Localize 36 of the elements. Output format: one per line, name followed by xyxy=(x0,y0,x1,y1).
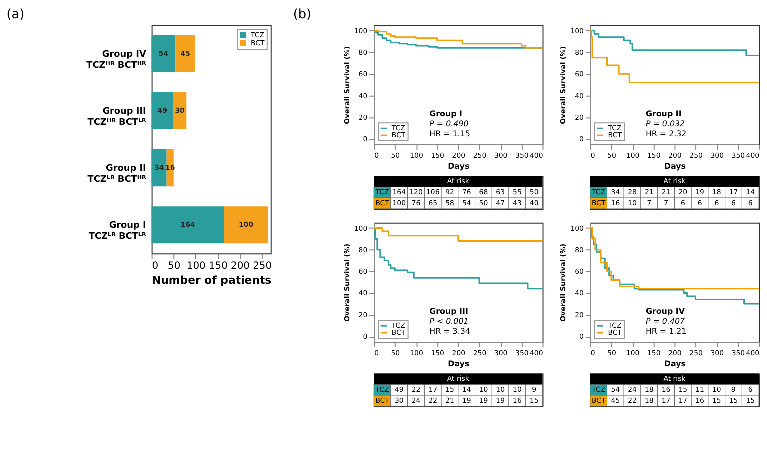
bar xyxy=(152,206,224,244)
annotation: Group III xyxy=(430,307,468,316)
bar xyxy=(152,35,176,72)
annotation: P = 0.032 xyxy=(646,120,686,129)
x-axis-title: Days xyxy=(664,162,686,171)
bar xyxy=(224,206,268,244)
x-tick-label: 250 xyxy=(253,261,272,272)
annotation: Group IV xyxy=(646,307,686,316)
bar xyxy=(152,150,167,187)
x-tick-label: 50 xyxy=(168,261,181,272)
y-tick-label: Group II TCZᴸᴿ BCTᴴᴿ xyxy=(88,164,148,185)
annotation: HR = 1.21 xyxy=(646,327,687,336)
bar xyxy=(173,92,187,130)
y-tick-label: Group IV TCZᴴᴿ BCTᴴᴿ xyxy=(86,50,148,71)
annotation: P = 0.407 xyxy=(646,317,686,326)
bar xyxy=(176,35,196,72)
annotation: Group I xyxy=(430,110,463,119)
annotation: HR = 3.34 xyxy=(430,327,470,336)
x-axis-title: Days xyxy=(448,359,470,368)
annotation: P < 0.001 xyxy=(430,317,469,326)
annotation: Group II xyxy=(646,110,682,119)
x-axis-title: Days xyxy=(664,359,686,368)
bar xyxy=(152,92,174,130)
y-tick-label: Group III TCZᴴᴿ BCTᴸᴿ xyxy=(88,106,148,128)
x-axis-title: Number of patients xyxy=(152,274,272,287)
y-tick-label: Group I TCZᴸᴿ BCTᴸᴿ xyxy=(88,221,148,242)
annotation: HR = 2.32 xyxy=(646,130,687,139)
x-tick-label: 0 xyxy=(152,261,159,272)
x-tick-label: 100 xyxy=(186,261,206,272)
annotation: P = 0.490 xyxy=(430,120,469,129)
annotation: HR = 1.15 xyxy=(430,130,470,139)
text: (a) xyxy=(6,7,25,22)
x-axis-title: Days xyxy=(448,162,470,171)
chart-title: (b) xyxy=(293,7,312,22)
x-tick-label: 150 xyxy=(208,261,228,272)
x-tick-label: 200 xyxy=(231,261,250,272)
